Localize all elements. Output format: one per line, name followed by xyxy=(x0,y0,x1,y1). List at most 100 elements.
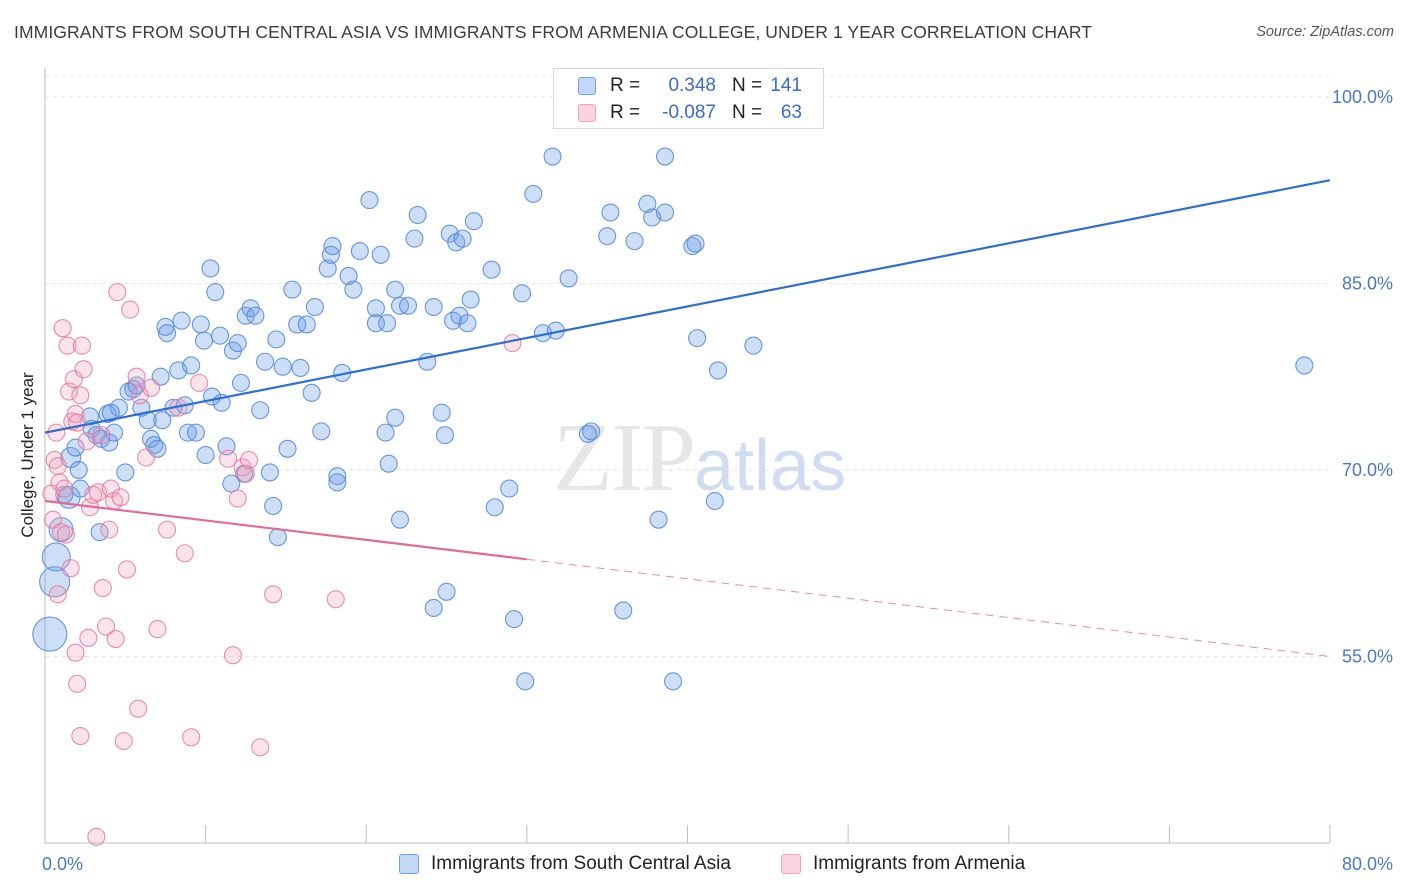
point-south-central-asia-121 xyxy=(598,227,617,246)
correlation-legend: R = 0.348 N = 141 R = -0.087 N = 63 xyxy=(553,68,824,129)
grid xyxy=(45,75,1330,657)
point-armenia-35 xyxy=(137,448,156,467)
point-south-central-asia-82 xyxy=(366,299,385,318)
point-armenia-40 xyxy=(175,544,194,563)
legend-swatch-blue xyxy=(578,77,596,95)
point-south-central-asia-108 xyxy=(485,498,504,517)
legend-n-label: N = xyxy=(732,102,763,123)
point-south-central-asia-42 xyxy=(196,445,215,465)
point-south-central-asia-110 xyxy=(504,610,524,629)
point-south-central-asia-106 xyxy=(461,290,480,309)
chart-title: IMMIGRANTS FROM SOUTH CENTRAL ASIA VS IM… xyxy=(14,22,1093,42)
point-south-central-asia-130 xyxy=(686,234,705,253)
trend-lines xyxy=(44,179,1331,657)
point-south-central-asia-77 xyxy=(328,473,347,492)
point-south-central-asia-92 xyxy=(390,510,410,529)
legend-r-label: R = xyxy=(610,102,641,123)
point-south-central-asia-91 xyxy=(386,408,405,427)
point-south-central-asia-94 xyxy=(408,205,427,225)
point-south-central-asia-65 xyxy=(283,280,302,299)
point-south-central-asia-112 xyxy=(516,672,535,691)
point-south-central-asia-104 xyxy=(458,314,477,333)
point-armenia-9 xyxy=(56,525,75,544)
trend-line-armenia-solid xyxy=(44,499,528,561)
point-south-central-asia-127 xyxy=(655,203,675,222)
legend-row-armenia: R = -0.087 N = 63 xyxy=(554,100,823,126)
point-south-central-asia-98 xyxy=(435,426,455,445)
point-south-central-asia-40 xyxy=(186,423,206,442)
point-south-central-asia-125 xyxy=(649,510,668,529)
axis-labels: 55.0% 70.0% 85.0% 100.0% 0.0% 80.0% College, U… xyxy=(18,87,1393,874)
point-armenia-42 xyxy=(190,373,209,392)
point-armenia-25 xyxy=(96,617,116,636)
point-south-central-asia-115 xyxy=(543,147,562,166)
point-armenia-47 xyxy=(236,464,255,483)
point-south-central-asia-117 xyxy=(559,269,578,288)
point-south-central-asia-131 xyxy=(688,329,707,348)
point-south-central-asia-93 xyxy=(405,229,424,248)
point-south-central-asia-60 xyxy=(264,496,283,516)
y-tick-label-85: 85.0% xyxy=(1342,273,1393,293)
x-tick-label-min: 0.0% xyxy=(42,854,83,874)
point-armenia-13 xyxy=(64,370,83,389)
point-south-central-asia-56 xyxy=(246,306,265,325)
point-south-central-asia-128 xyxy=(663,672,683,691)
point-armenia-32 xyxy=(121,300,140,319)
point-south-central-asia-58 xyxy=(256,352,275,371)
point-south-central-asia-66 xyxy=(288,315,307,334)
legend-r-value: 0.348 xyxy=(668,75,716,96)
series-legend-swatch-blue xyxy=(399,854,419,874)
legend-n-label: N = xyxy=(732,75,763,96)
point-south-central-asia-129 xyxy=(683,237,702,256)
point-south-central-asia-80 xyxy=(350,242,369,261)
point-south-central-asia-69 xyxy=(302,383,321,402)
point-south-central-asia-46 xyxy=(211,326,230,345)
point-south-central-asia-123 xyxy=(638,194,657,213)
y-tick-label-55: 55.0% xyxy=(1342,646,1393,666)
point-south-central-asia-137 xyxy=(424,598,443,618)
point-armenia-29 xyxy=(108,283,127,302)
point-south-central-asia-0 xyxy=(32,616,68,652)
point-armenia-56 xyxy=(87,827,106,846)
point-armenia-53 xyxy=(66,643,85,662)
point-south-central-asia-122 xyxy=(625,232,644,251)
point-armenia-48 xyxy=(239,450,259,470)
point-armenia-50 xyxy=(264,585,283,604)
point-armenia-30 xyxy=(111,488,130,507)
point-armenia-58 xyxy=(129,699,148,718)
point-armenia-43 xyxy=(223,646,242,665)
legend-row-south-central-asia: R = 0.348 N = 141 xyxy=(554,73,823,99)
point-south-central-asia-126 xyxy=(655,147,675,166)
point-south-central-asia-132 xyxy=(705,491,724,511)
point-armenia-33 xyxy=(127,367,146,386)
point-armenia-8 xyxy=(55,479,74,498)
point-armenia-34 xyxy=(130,386,149,405)
point-south-central-asia-38 xyxy=(182,356,201,375)
point-armenia-57 xyxy=(114,731,133,751)
series-legend-swatch-pink xyxy=(781,854,801,874)
point-south-central-asia-78 xyxy=(339,266,358,285)
point-armenia-51 xyxy=(326,590,345,609)
point-armenia-24 xyxy=(93,579,112,598)
point-south-central-asia-133 xyxy=(708,361,728,380)
point-south-central-asia-85 xyxy=(378,314,397,333)
point-south-central-asia-50 xyxy=(228,334,247,353)
trend-line-armenia-dashed xyxy=(526,558,1331,657)
point-south-central-asia-61 xyxy=(267,330,286,349)
point-armenia-41 xyxy=(182,728,201,747)
watermark-atlas: atlas xyxy=(694,426,847,506)
y-axis-title: College, Under 1 year xyxy=(18,372,37,538)
series-legend-label: Immigrants from Armenia xyxy=(813,853,1026,874)
point-south-central-asia-120 xyxy=(601,203,620,222)
point-south-central-asia-74 xyxy=(323,237,342,256)
legend-n-value: 63 xyxy=(780,102,802,123)
point-south-central-asia-31 xyxy=(156,317,175,336)
point-south-central-asia-57 xyxy=(251,401,270,420)
point-south-central-asia-41 xyxy=(194,331,214,350)
point-south-central-asia-86 xyxy=(386,280,405,299)
point-south-central-asia-105 xyxy=(464,212,483,231)
legend-swatch-pink xyxy=(578,104,596,122)
point-south-central-asia-64 xyxy=(278,439,297,458)
point-south-central-asia-59 xyxy=(260,463,279,482)
